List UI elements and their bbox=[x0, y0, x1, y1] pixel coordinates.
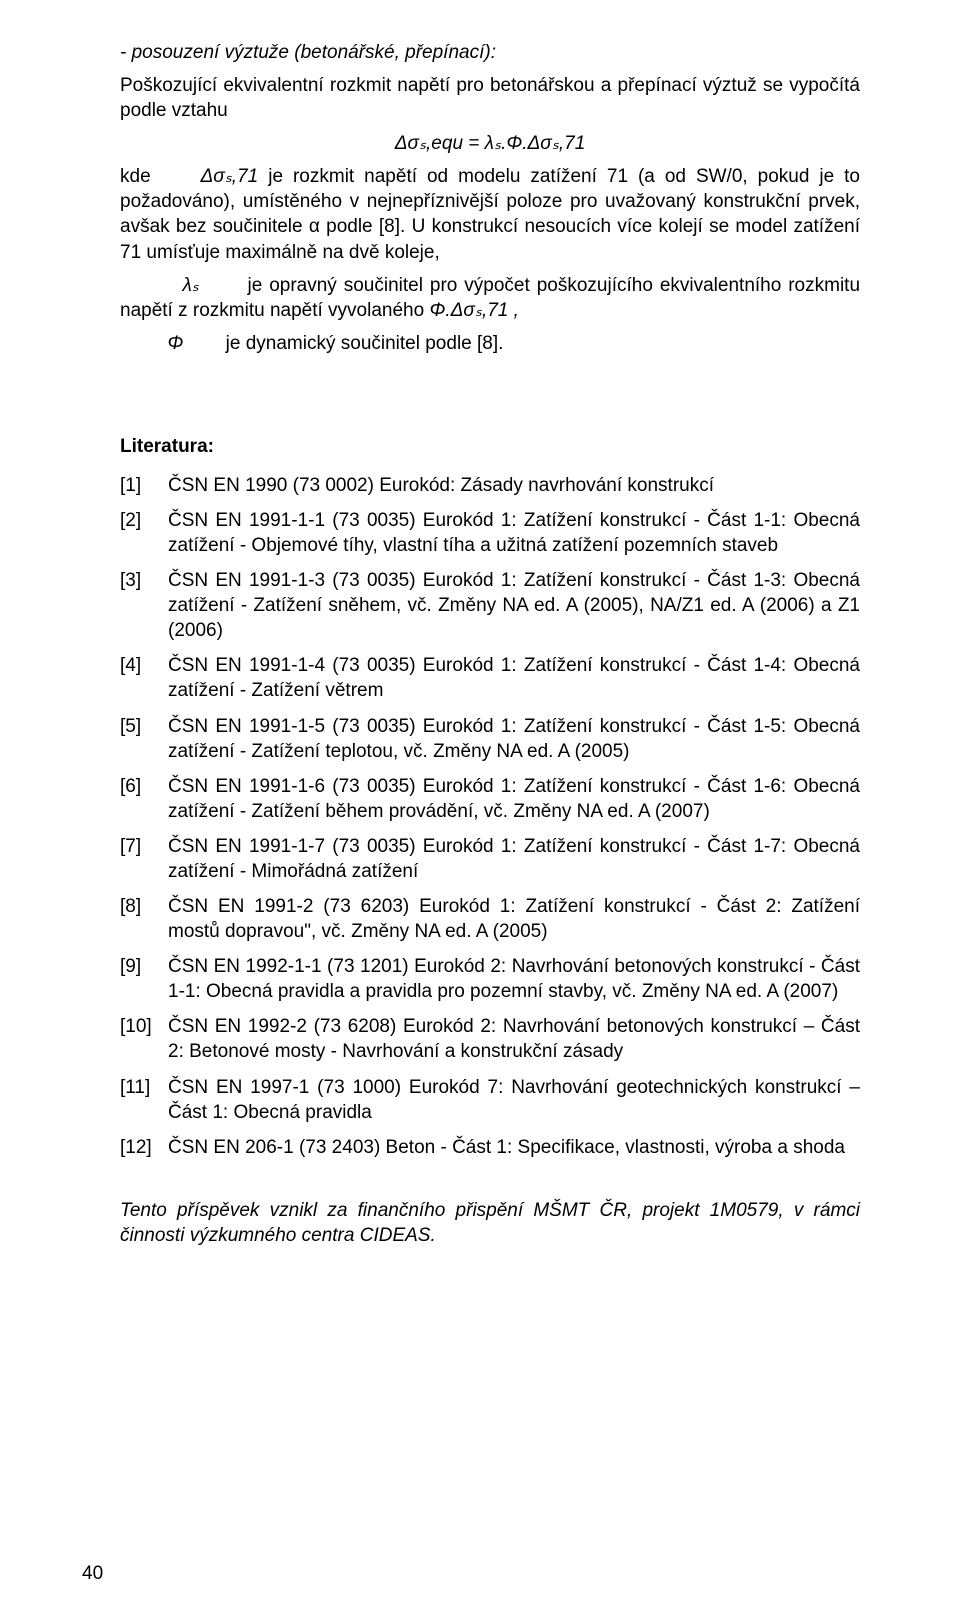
symbol-dsigma71: Δσₛ,71 bbox=[201, 166, 259, 187]
symbol-lambda-s: λₛ bbox=[182, 275, 198, 296]
page: - posouzení výztuže (betonářské, přepína… bbox=[0, 0, 960, 1624]
reference-item: [2] ČSN EN 1991-1-1 (73 0035) Eurokód 1:… bbox=[120, 508, 860, 558]
paragraph-lambda: λₛ je opravný součinitel pro výpočet poš… bbox=[120, 273, 860, 323]
reference-text: ČSN EN 1992-2 (73 6208) Eurokód 2: Navrh… bbox=[168, 1014, 860, 1064]
reference-text: ČSN EN 1991-1-7 (73 0035) Eurokód 1: Zat… bbox=[168, 834, 860, 884]
reference-item: [12] ČSN EN 206-1 (73 2403) Beton - Část… bbox=[120, 1135, 860, 1160]
reference-text: ČSN EN 206-1 (73 2403) Beton - Část 1: S… bbox=[168, 1135, 860, 1160]
phi-text: je dynamický součinitel podle [8]. bbox=[226, 333, 504, 354]
reference-number: [9] bbox=[120, 954, 168, 1004]
literatura-heading: Literatura: bbox=[120, 434, 860, 459]
kde-label: kde bbox=[120, 166, 151, 187]
reference-item: [8] ČSN EN 1991-2 (73 6203) Eurokód 1: Z… bbox=[120, 894, 860, 944]
reference-number: [1] bbox=[120, 473, 168, 498]
section-heading: - posouzení výztuže (betonářské, přepína… bbox=[120, 40, 860, 65]
reference-text: ČSN EN 1990 (73 0002) Eurokód: Zásady na… bbox=[168, 473, 860, 498]
reference-number: [5] bbox=[120, 714, 168, 764]
reference-number: [6] bbox=[120, 774, 168, 824]
reference-number: [3] bbox=[120, 568, 168, 643]
reference-text: ČSN EN 1991-2 (73 6203) Eurokód 1: Zatíž… bbox=[168, 894, 860, 944]
reference-text: ČSN EN 1997-1 (73 1000) Eurokód 7: Navrh… bbox=[168, 1075, 860, 1125]
reference-number: [11] bbox=[120, 1075, 168, 1125]
page-number: 40 bbox=[82, 1561, 103, 1586]
reference-number: [4] bbox=[120, 653, 168, 703]
paragraph: Poškozující ekvivalentní rozkmit napětí … bbox=[120, 73, 860, 123]
lambda-tail-symbol: Φ.Δσₛ,71 , bbox=[429, 300, 518, 321]
reference-number: [8] bbox=[120, 894, 168, 944]
footer-acknowledgment: Tento příspěvek vznikl za finančního při… bbox=[120, 1198, 860, 1248]
reference-item: [7] ČSN EN 1991-1-7 (73 0035) Eurokód 1:… bbox=[120, 834, 860, 884]
reference-item: [3] ČSN EN 1991-1-3 (73 0035) Eurokód 1:… bbox=[120, 568, 860, 643]
symbol-phi: Φ bbox=[168, 333, 184, 354]
paragraph-kde: kde Δσₛ,71 je rozkmit napětí od modelu z… bbox=[120, 164, 860, 264]
reference-text: ČSN EN 1992-1-1 (73 1201) Eurokód 2: Nav… bbox=[168, 954, 860, 1004]
paragraph-phi: Φ je dynamický součinitel podle [8]. bbox=[120, 331, 860, 356]
reference-item: [6] ČSN EN 1991-1-6 (73 0035) Eurokód 1:… bbox=[120, 774, 860, 824]
reference-number: [7] bbox=[120, 834, 168, 884]
reference-text: ČSN EN 1991-1-1 (73 0035) Eurokód 1: Zat… bbox=[168, 508, 860, 558]
reference-item: [10] ČSN EN 1992-2 (73 6208) Eurokód 2: … bbox=[120, 1014, 860, 1064]
reference-item: [5] ČSN EN 1991-1-5 (73 0035) Eurokód 1:… bbox=[120, 714, 860, 764]
equation: Δσₛ,equ = λₛ.Φ.Δσₛ,71 bbox=[120, 131, 860, 156]
reference-number: [12] bbox=[120, 1135, 168, 1160]
reference-text: ČSN EN 1991-1-4 (73 0035) Eurokód 1: Zat… bbox=[168, 653, 860, 703]
reference-text: ČSN EN 1991-1-6 (73 0035) Eurokód 1: Zat… bbox=[168, 774, 860, 824]
reference-number: [2] bbox=[120, 508, 168, 558]
reference-text: ČSN EN 1991-1-5 (73 0035) Eurokód 1: Zat… bbox=[168, 714, 860, 764]
reference-item: [9] ČSN EN 1992-1-1 (73 1201) Eurokód 2:… bbox=[120, 954, 860, 1004]
reference-item: [4] ČSN EN 1991-1-4 (73 0035) Eurokód 1:… bbox=[120, 653, 860, 703]
reference-text: ČSN EN 1991-1-3 (73 0035) Eurokód 1: Zat… bbox=[168, 568, 860, 643]
reference-item: [11] ČSN EN 1997-1 (73 1000) Eurokód 7: … bbox=[120, 1075, 860, 1125]
reference-number: [10] bbox=[120, 1014, 168, 1064]
spacer bbox=[120, 364, 860, 394]
reference-item: [1] ČSN EN 1990 (73 0002) Eurokód: Zásad… bbox=[120, 473, 860, 498]
